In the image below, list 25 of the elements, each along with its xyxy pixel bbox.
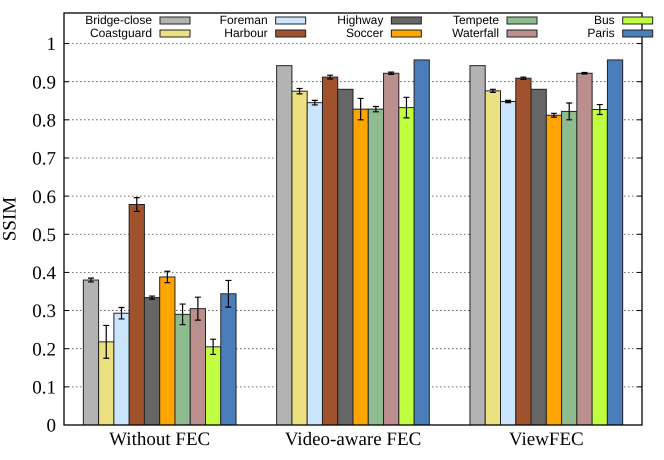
legend-label: Paris	[587, 26, 615, 40]
y-tick-label: 0.7	[32, 148, 56, 170]
y-tick-label: 1	[46, 34, 56, 56]
y-tick-label: 0.9	[32, 72, 56, 94]
y-tick-label: 0.3	[32, 301, 56, 322]
legend-label: Foreman	[220, 13, 268, 27]
x-tick-label: Without FEC	[109, 429, 210, 450]
legend-label: Bus	[594, 13, 615, 27]
x-tick-label: Video-aware FEC	[284, 429, 422, 450]
legend-label: Harbour	[224, 26, 268, 40]
legend-label: Soccer	[346, 26, 384, 40]
legend-label: Bridge-close	[85, 13, 152, 27]
legend-label: Tempete	[452, 13, 500, 27]
y-tick-label: 0.1	[32, 378, 56, 398]
y-tick-label: 0.4	[32, 263, 56, 284]
x-tick-label: ViewFEC	[508, 429, 584, 450]
y-tick-label: 0.5	[32, 224, 56, 246]
y-tick-label: 0	[46, 416, 56, 437]
y-tick-label: 0.8	[32, 110, 56, 132]
legend-label: Highway	[337, 13, 384, 27]
legend-label: Waterfall	[452, 26, 500, 40]
legend-label: Coastguard	[90, 26, 152, 40]
y-tick-label: 0.2	[32, 339, 56, 360]
y-axis-title: SSIM	[0, 196, 20, 242]
y-tick-label: 0.6	[32, 186, 56, 208]
